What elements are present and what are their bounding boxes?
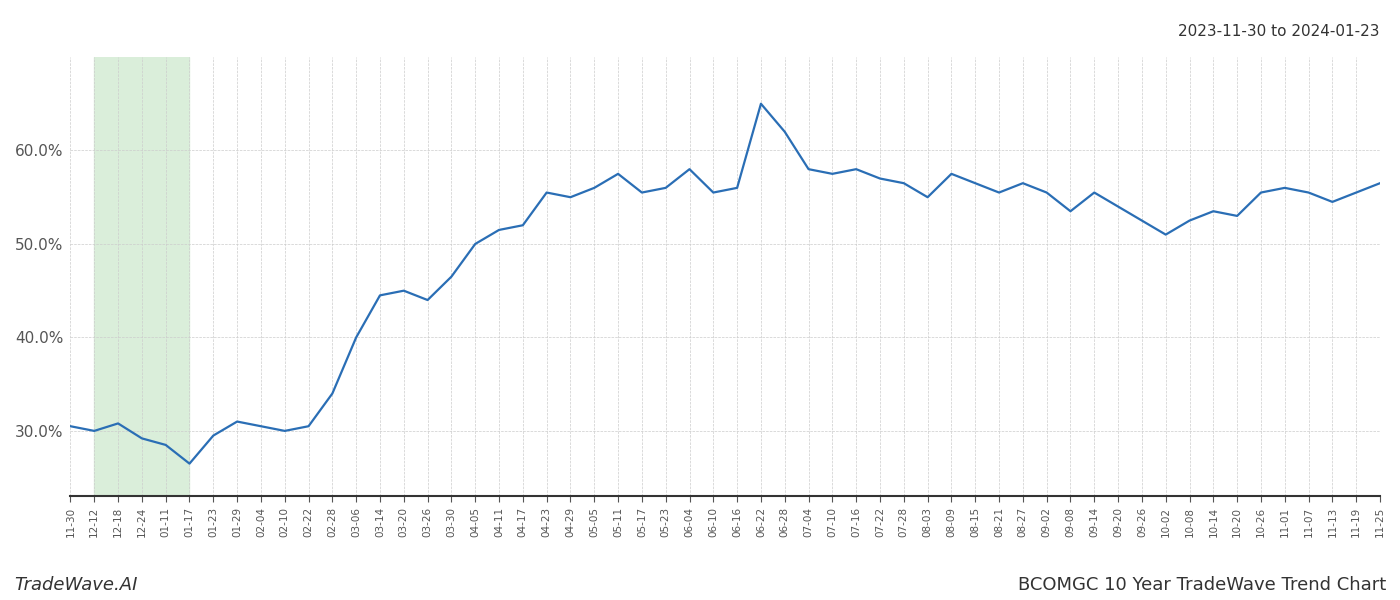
- Bar: [94, 57, 189, 496]
- Text: BCOMGC 10 Year TradeWave Trend Chart: BCOMGC 10 Year TradeWave Trend Chart: [1018, 576, 1386, 594]
- Text: 2023-11-30 to 2024-01-23: 2023-11-30 to 2024-01-23: [1177, 24, 1379, 39]
- Text: TradeWave.AI: TradeWave.AI: [14, 576, 137, 594]
